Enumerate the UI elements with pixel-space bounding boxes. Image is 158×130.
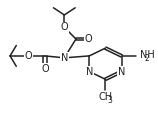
Text: NH: NH: [140, 50, 155, 60]
Text: O: O: [25, 51, 33, 61]
Text: N: N: [61, 53, 68, 63]
Text: CH: CH: [98, 92, 112, 102]
Text: N: N: [86, 67, 93, 76]
Text: 3: 3: [108, 96, 112, 105]
Text: N: N: [118, 67, 125, 76]
Text: O: O: [61, 22, 68, 32]
Text: 2: 2: [144, 54, 149, 63]
Text: O: O: [41, 64, 49, 74]
Text: O: O: [85, 34, 92, 44]
